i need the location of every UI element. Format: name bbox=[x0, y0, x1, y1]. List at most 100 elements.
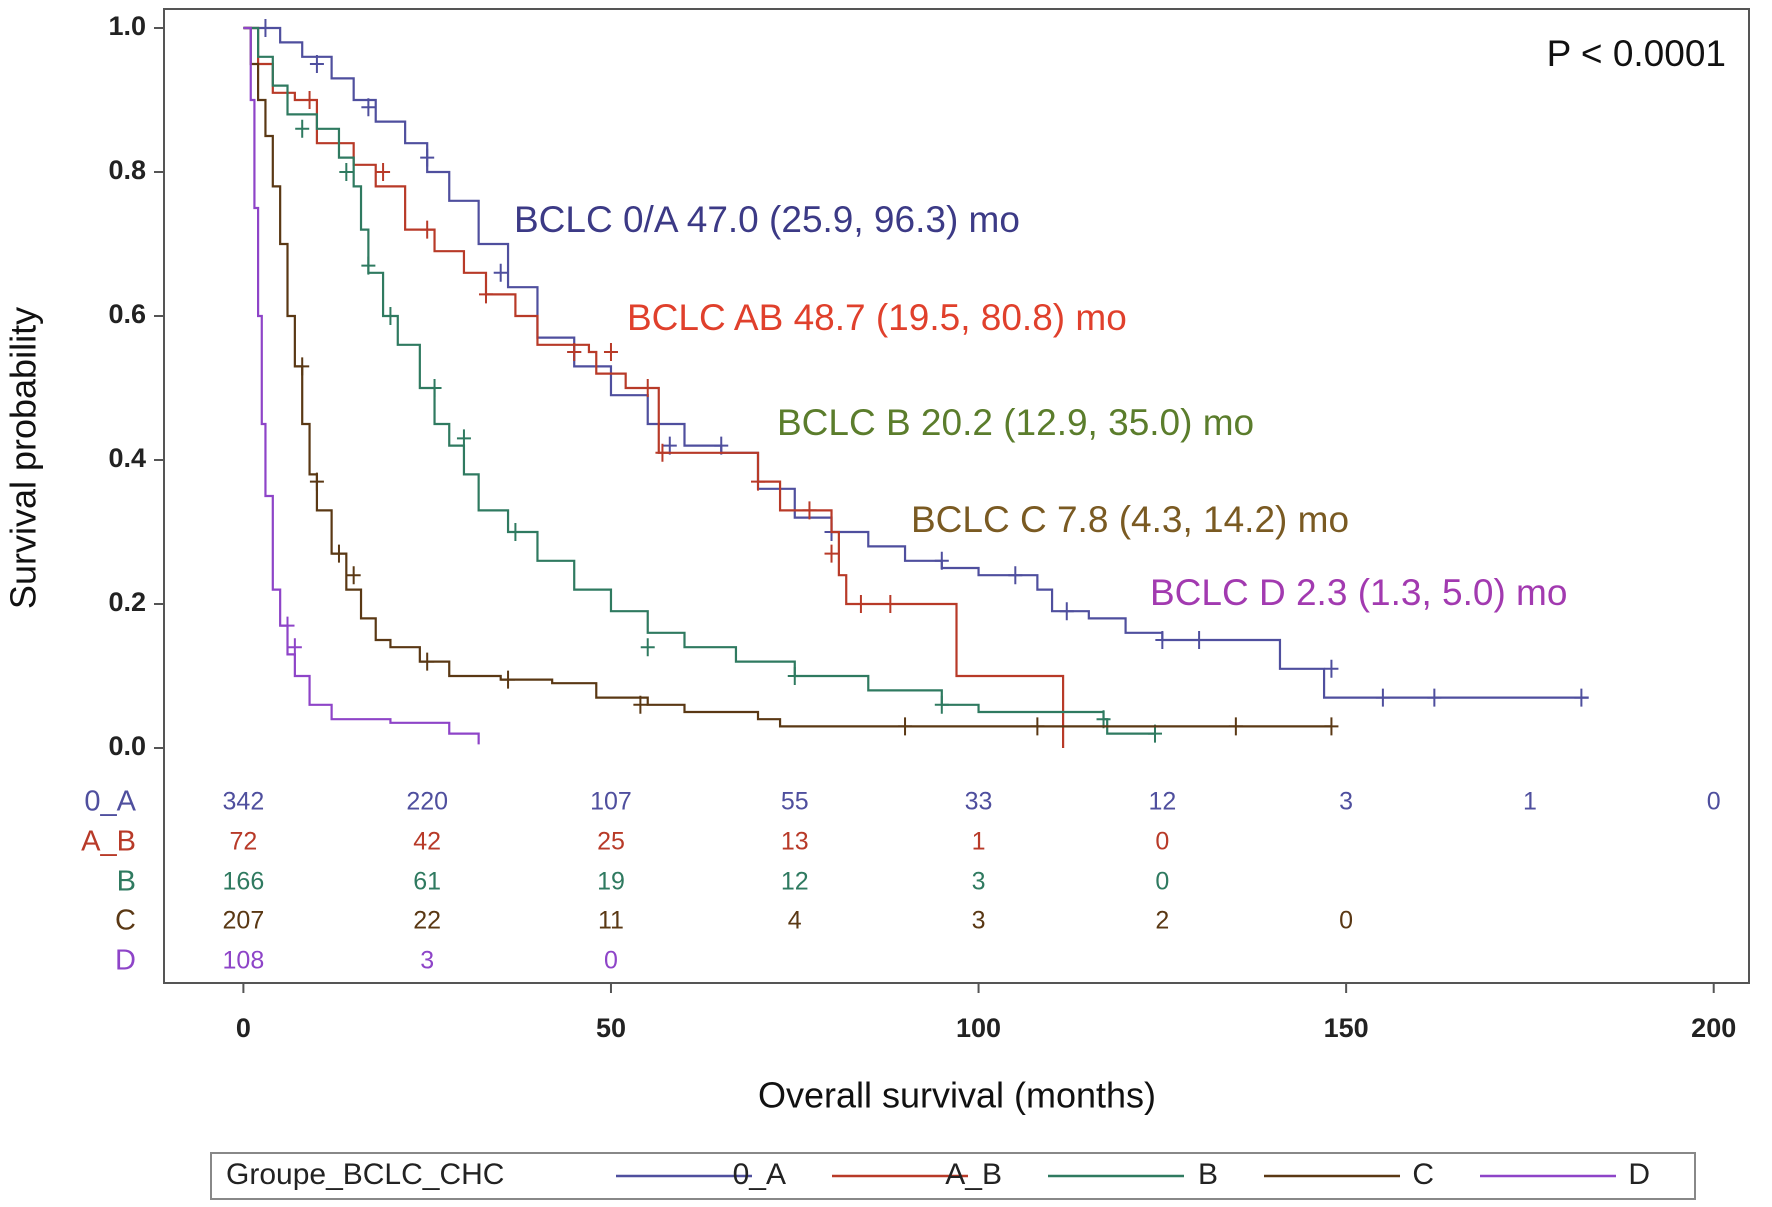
censor-mark bbox=[295, 357, 310, 376]
risk-row-label: A_B bbox=[81, 826, 136, 858]
censor-mark bbox=[714, 436, 729, 455]
censor-mark bbox=[1059, 602, 1074, 621]
risk-count: 0 bbox=[604, 947, 618, 975]
censor-mark bbox=[295, 119, 310, 138]
censor-mark bbox=[309, 472, 324, 491]
legend-title: Groupe_BCLC_CHC bbox=[226, 1158, 504, 1191]
y-tick-label: 0.6 bbox=[108, 299, 146, 329]
curve-label: BCLC 0/A 47.0 (25.9, 96.3) mo bbox=[514, 199, 1020, 240]
curve-label: BCLC AB 48.7 (19.5, 80.8) mo bbox=[627, 297, 1127, 338]
legend-label: C bbox=[1412, 1158, 1434, 1191]
censor-mark bbox=[640, 638, 655, 657]
censor-mark bbox=[787, 667, 802, 685]
censor-mark bbox=[934, 695, 949, 714]
censor-mark bbox=[883, 595, 898, 613]
censor-mark bbox=[420, 220, 435, 239]
censor-mark bbox=[824, 544, 839, 563]
legend-label: D bbox=[1628, 1158, 1650, 1191]
risk-count: 3 bbox=[1339, 788, 1353, 816]
x-tick-label: 0 bbox=[236, 1013, 251, 1043]
censor-mark bbox=[508, 523, 523, 541]
censor-mark bbox=[1427, 688, 1442, 707]
censor-mark bbox=[567, 343, 582, 361]
risk-count: 342 bbox=[223, 788, 265, 816]
legend-label: B bbox=[1198, 1158, 1218, 1191]
risk-count: 166 bbox=[223, 868, 265, 896]
plot-frame bbox=[163, 8, 1750, 984]
risk-count: 0 bbox=[1339, 907, 1353, 935]
x-tick-label: 50 bbox=[596, 1013, 626, 1043]
survival-curve bbox=[243, 26, 1155, 735]
censor-mark bbox=[640, 379, 655, 397]
censor-mark bbox=[478, 285, 493, 304]
risk-count: 19 bbox=[597, 868, 625, 896]
curve-label: BCLC C 7.8 (4.3, 14.2) mo bbox=[911, 499, 1349, 540]
censor-mark bbox=[1147, 724, 1162, 743]
y-tick-label: 1.0 bbox=[108, 11, 146, 41]
censor-mark bbox=[383, 307, 398, 325]
censor-mark bbox=[802, 501, 817, 520]
censor-mark bbox=[1228, 717, 1243, 736]
censor-mark bbox=[302, 91, 317, 109]
censor-mark bbox=[361, 98, 376, 117]
censor-mark bbox=[853, 595, 868, 613]
risk-count: 3 bbox=[972, 907, 986, 935]
censor-mark bbox=[1324, 659, 1339, 678]
censor-mark bbox=[280, 616, 295, 635]
risk-count: 4 bbox=[788, 907, 802, 935]
y-tick-label: 0.8 bbox=[108, 155, 146, 185]
risk-count: 61 bbox=[413, 868, 441, 896]
censor-mark bbox=[493, 263, 508, 282]
censor-mark bbox=[1155, 631, 1170, 649]
risk-row-label: D bbox=[115, 945, 136, 977]
risk-count: 1 bbox=[972, 828, 986, 856]
risk-count: 13 bbox=[781, 828, 809, 856]
y-tick-label: 0.0 bbox=[108, 731, 146, 761]
risk-count: 0 bbox=[1155, 828, 1169, 856]
risk-row-label: 0_A bbox=[84, 786, 136, 818]
x-tick-label: 200 bbox=[1691, 1013, 1736, 1043]
censor-mark bbox=[346, 566, 361, 585]
censor-mark bbox=[501, 670, 516, 689]
censor-mark bbox=[934, 551, 949, 570]
y-tick-label: 0.2 bbox=[108, 587, 146, 617]
censor-mark bbox=[361, 256, 376, 275]
risk-count: 207 bbox=[223, 907, 265, 935]
risk-count: 42 bbox=[413, 828, 441, 856]
x-axis-title: Overall survival (months) bbox=[758, 1075, 1156, 1116]
risk-count: 0 bbox=[1155, 868, 1169, 896]
risk-count: 12 bbox=[781, 868, 809, 896]
censor-mark bbox=[339, 163, 354, 181]
risk-count: 25 bbox=[597, 828, 625, 856]
censor-mark bbox=[309, 55, 324, 73]
censor-mark bbox=[603, 343, 618, 361]
censor-mark bbox=[1030, 717, 1045, 736]
censor-mark bbox=[1096, 710, 1111, 729]
risk-row-label: B bbox=[117, 866, 136, 898]
censor-mark bbox=[1192, 631, 1207, 649]
censor-mark bbox=[898, 717, 913, 736]
censor-mark bbox=[420, 148, 435, 167]
censor-mark bbox=[287, 638, 302, 657]
legend-label: 0_A bbox=[733, 1158, 786, 1191]
censor-mark bbox=[331, 544, 346, 563]
censor-mark bbox=[456, 429, 471, 448]
x-tick-label: 150 bbox=[1324, 1013, 1369, 1043]
risk-count: 55 bbox=[781, 788, 809, 816]
risk-count: 107 bbox=[590, 788, 632, 816]
curve-label: BCLC B 20.2 (12.9, 35.0) mo bbox=[777, 402, 1254, 443]
risk-count: 220 bbox=[406, 788, 448, 816]
y-tick-label: 0.4 bbox=[108, 443, 146, 473]
risk-count: 12 bbox=[1148, 788, 1176, 816]
y-axis-title: Survival probability bbox=[3, 307, 44, 609]
curve-label: BCLC D 2.3 (1.3, 5.0) mo bbox=[1150, 572, 1567, 613]
risk-count: 72 bbox=[229, 828, 257, 856]
censor-mark bbox=[1324, 717, 1339, 736]
survival-curve bbox=[243, 26, 1065, 748]
risk-count: 2 bbox=[1155, 907, 1169, 935]
risk-count: 22 bbox=[413, 907, 441, 935]
censor-mark bbox=[655, 443, 670, 462]
censor-mark bbox=[258, 19, 273, 37]
